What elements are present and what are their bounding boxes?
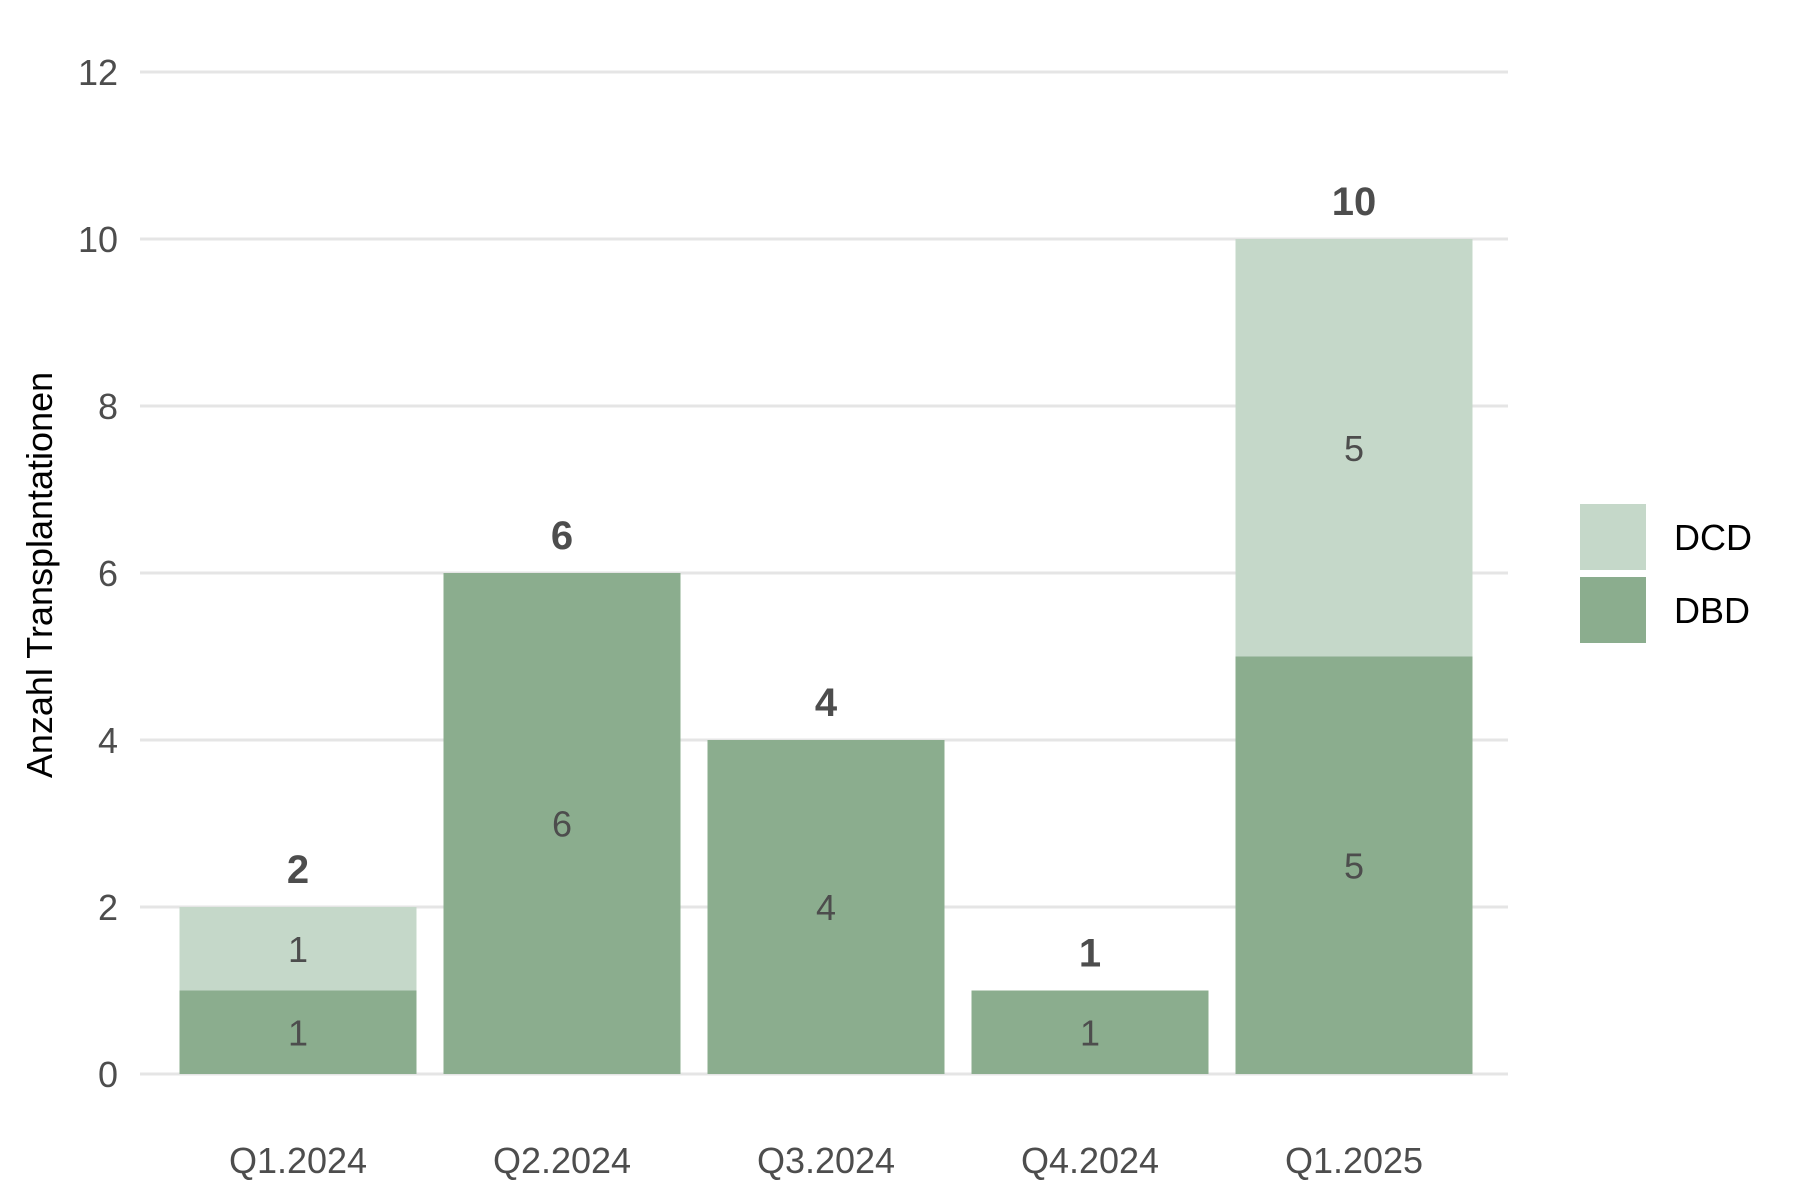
bar-segment-dbd — [707, 740, 945, 1074]
bars-layer — [179, 239, 1473, 1074]
y-axis-title: Anzahl Transplantationen — [19, 372, 60, 778]
y-tick-label: 10 — [78, 219, 118, 260]
legend-label-dcd: DCD — [1674, 517, 1752, 558]
y-tick-label: 8 — [98, 386, 118, 427]
x-axis: Q1.2024 Q2.2024 Q3.2024 Q4.2024 Q1.2025 — [229, 1140, 1423, 1181]
segment-value-label: 4 — [816, 887, 836, 928]
legend-key-dcd — [1580, 504, 1646, 570]
y-axis: 0 2 4 6 8 10 12 — [78, 52, 118, 1095]
x-tick-label: Q1.2024 — [229, 1140, 367, 1181]
y-tick-label: 4 — [98, 720, 118, 761]
bar-segment-dcd — [179, 907, 417, 991]
x-tick-label: Q3.2024 — [757, 1140, 895, 1181]
segment-value-label: 1 — [1080, 1012, 1100, 1053]
total-value-label: 1 — [1079, 932, 1101, 976]
y-tick-label: 12 — [78, 52, 118, 93]
total-value-label: 2 — [287, 848, 309, 892]
bar-segment-dbd — [971, 990, 1209, 1074]
total-value-label: 4 — [815, 681, 838, 725]
x-tick-label: Q1.2025 — [1285, 1140, 1423, 1181]
legend: DCD DBD — [1580, 504, 1752, 643]
x-tick-label: Q2.2024 — [493, 1140, 631, 1181]
segment-value-label: 6 — [552, 804, 572, 845]
bar-segment-dbd — [1235, 656, 1473, 1074]
total-value-label: 6 — [551, 514, 573, 558]
y-tick-label: 6 — [98, 553, 118, 594]
bar-segment-dbd — [443, 573, 681, 1074]
bar-segment-dbd — [179, 990, 417, 1074]
segment-value-label: 5 — [1344, 428, 1364, 469]
x-tick-label: Q4.2024 — [1021, 1140, 1159, 1181]
legend-label-dbd: DBD — [1674, 590, 1750, 631]
y-tick-label: 0 — [98, 1054, 118, 1095]
y-tick-label: 2 — [98, 887, 118, 928]
labels-layer: 1 1 2 6 6 4 4 1 1 5 5 10 — [287, 180, 1376, 1053]
bar-segment-dcd — [1235, 239, 1473, 657]
segment-value-label: 1 — [288, 1012, 308, 1053]
legend-key-dbd — [1580, 577, 1646, 643]
segment-value-label: 5 — [1344, 845, 1364, 886]
segment-value-label: 1 — [288, 929, 308, 970]
total-value-label: 10 — [1332, 180, 1377, 224]
